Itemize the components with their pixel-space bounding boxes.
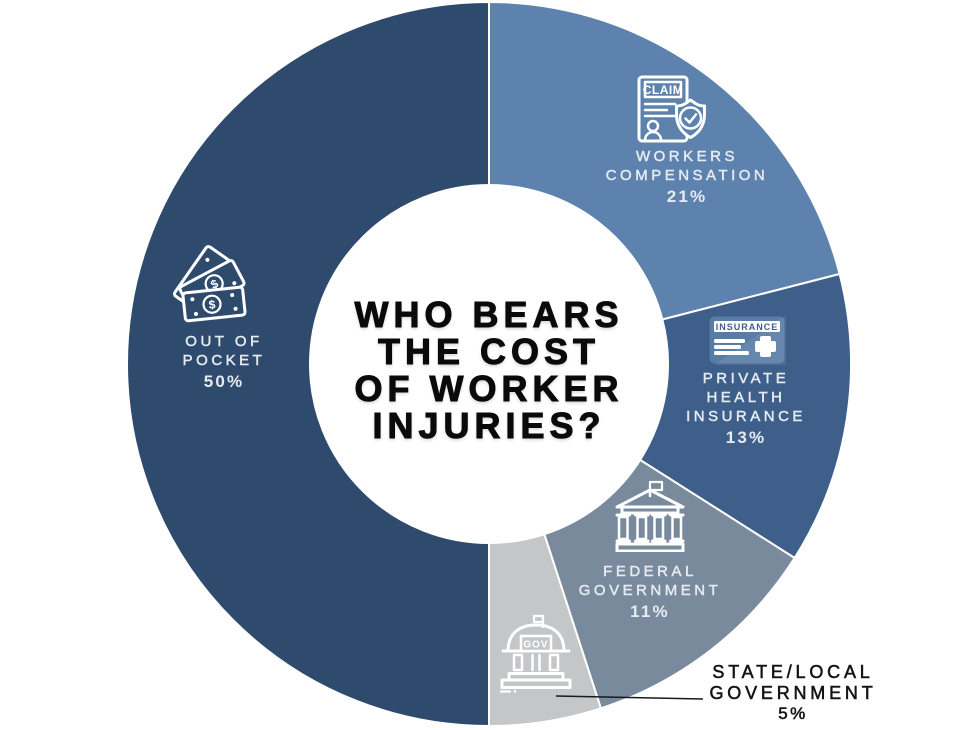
donut-slice-workers-compensation <box>488 1 841 321</box>
label-line: GOVERNMENT <box>578 582 722 599</box>
donut-slice-out-of-pocket <box>126 1 490 727</box>
label-line: POCKET <box>182 352 266 369</box>
callout-leader-line <box>555 695 704 700</box>
title-line: THE COST <box>377 331 600 372</box>
gov-building-icon: GOV <box>499 614 572 693</box>
title-line: INJURIES? <box>372 405 606 446</box>
label-pct: 11% <box>630 602 670 621</box>
label-private-health-insurance: PRIVATE HEALTH INSURANCE 13% <box>616 369 876 449</box>
insurance-icon-text: INSURANCE <box>716 322 779 332</box>
label-line: INSURANCE <box>686 408 806 425</box>
title-line: OF WORKER <box>354 368 624 409</box>
money-bills-icon: $ $ <box>173 245 247 323</box>
label-line: GOVERNMENT <box>709 683 877 704</box>
label-line: HEALTH <box>706 389 786 406</box>
donut-slice-private-health-insurance <box>639 272 852 559</box>
label-out-of-pocket: OUT OF POCKET 50% <box>104 332 344 393</box>
dollar-icon-text: $ <box>208 297 216 312</box>
label-state-local-government: STATE/LOCAL GOVERNMENT 5% <box>663 662 923 724</box>
bank-building-icon <box>615 480 685 552</box>
label-workers-compensation: WORKERS COMPENSATION 21% <box>547 147 827 208</box>
title-line: WHO BEARS <box>354 294 624 335</box>
claim-icon-text: CLAIM <box>643 83 684 97</box>
label-line: PRIVATE <box>702 370 790 387</box>
label-line: WORKERS <box>635 148 738 165</box>
label-pct: 21% <box>666 187 708 206</box>
insurance-card-icon: INSURANCE <box>709 315 786 365</box>
label-line: OUT OF <box>185 333 263 350</box>
label-federal-government: FEDERAL GOVERNMENT 11% <box>520 562 780 623</box>
label-line: STATE/LOCAL <box>712 662 874 683</box>
label-pct: 13% <box>725 428 767 447</box>
label-pct: 5% <box>778 704 808 724</box>
chart-center-title: WHO BEARS THE COST OF WORKER INJURIES? <box>282 294 696 446</box>
label-line: COMPENSATION <box>605 167 769 184</box>
label-line: FEDERAL <box>603 563 697 580</box>
gov-icon-text: GOV <box>523 640 548 651</box>
claim-document-shield-icon: CLAIM <box>637 75 706 143</box>
label-pct: 50% <box>203 372 245 391</box>
